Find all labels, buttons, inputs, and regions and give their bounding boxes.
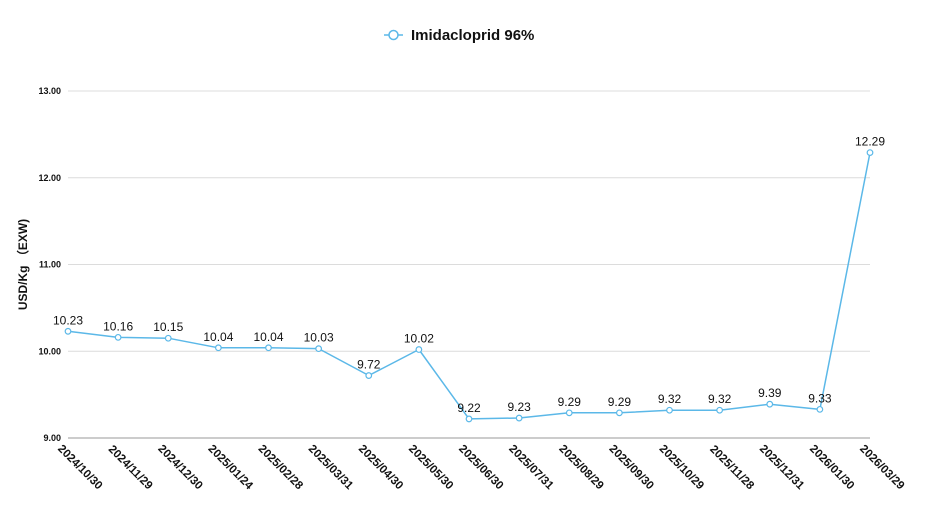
x-tick-label: 2025/01/24 bbox=[206, 443, 256, 493]
y-tick-label: 9.00 bbox=[43, 433, 61, 443]
data-point bbox=[716, 406, 724, 414]
y-tick-label: 10.00 bbox=[38, 346, 61, 356]
data-label: 9.32 bbox=[708, 392, 732, 406]
data-label: 10.04 bbox=[253, 330, 283, 344]
data-point bbox=[766, 400, 774, 408]
data-label: 9.29 bbox=[558, 395, 582, 409]
data-point bbox=[214, 344, 222, 352]
data-point bbox=[265, 344, 272, 352]
data-label: 9.32 bbox=[658, 392, 682, 406]
x-tick-label: 2024/11/29 bbox=[106, 443, 155, 492]
series-imidacloprid bbox=[64, 149, 874, 423]
data-point bbox=[666, 406, 673, 414]
data-point bbox=[415, 346, 423, 353]
x-tick-label: 2025/10/29 bbox=[657, 443, 706, 492]
x-tick-label: 2025/02/28 bbox=[256, 443, 306, 493]
x-tick-label: 2025/05/30 bbox=[406, 443, 455, 492]
x-tick-label: 2025/09/30 bbox=[607, 443, 656, 492]
x-tick-label: 2025/08/29 bbox=[556, 443, 605, 492]
x-tick-label: 2026/03/29 bbox=[857, 443, 906, 492]
data-label: 9.72 bbox=[357, 358, 381, 372]
data-label: 9.29 bbox=[608, 395, 632, 409]
data-labels: 10.23 10.16 10.15 10.04 10.04 10.03 9.72 10.02 9… bbox=[53, 135, 885, 415]
legend-label: Imidacloprid 96% bbox=[411, 27, 534, 44]
y-axis-label: USD/Kg （EXW) bbox=[15, 219, 30, 310]
x-tick-label: 2025/07/31 bbox=[506, 443, 556, 493]
data-point bbox=[315, 345, 323, 353]
data-point bbox=[164, 334, 172, 342]
data-label: 10.03 bbox=[304, 331, 334, 345]
series-line bbox=[67, 152, 871, 420]
data-point bbox=[365, 372, 373, 379]
data-point bbox=[465, 415, 473, 423]
data-label: 10.02 bbox=[404, 332, 434, 346]
x-tick-label: 2025/11/28 bbox=[707, 443, 756, 492]
x-tick-label: 2025/12/31 bbox=[757, 443, 807, 493]
x-tick-label: 2025/06/30 bbox=[456, 443, 505, 492]
x-tick-label: 2025/04/30 bbox=[356, 443, 405, 492]
x-tick-label: 2026/01/30 bbox=[807, 443, 856, 492]
data-label: 10.15 bbox=[153, 320, 183, 334]
data-label: 10.23 bbox=[53, 313, 83, 327]
data-point bbox=[866, 149, 874, 156]
data-point bbox=[515, 414, 523, 422]
y-tick-label: 11.00 bbox=[39, 260, 61, 270]
data-point bbox=[114, 333, 122, 341]
data-point bbox=[615, 409, 623, 417]
legend: Imidacloprid 96% bbox=[384, 27, 534, 44]
data-point bbox=[816, 405, 824, 413]
data-label: 9.23 bbox=[507, 400, 531, 414]
y-axis-ticks: 9.00 10.00 11.00 12.00 13.00 bbox=[38, 86, 61, 443]
data-point bbox=[565, 409, 573, 417]
legend-point-marker bbox=[388, 29, 399, 41]
y-tick-label: 12.00 bbox=[38, 173, 61, 183]
data-label: 9.33 bbox=[808, 391, 832, 405]
y-tick-label: 13.00 bbox=[38, 86, 61, 96]
x-tick-label: 2024/10/30 bbox=[55, 443, 104, 492]
data-label: 12.29 bbox=[855, 135, 885, 149]
data-point bbox=[64, 327, 72, 335]
data-label: 9.39 bbox=[758, 386, 782, 400]
x-tick-label: 2025/03/31 bbox=[306, 443, 356, 493]
x-tick-label: 2024/12/30 bbox=[155, 443, 204, 492]
x-axis-ticks: 2024/10/30 2024/11/29 2024/12/30 2025/01/24… bbox=[55, 443, 906, 493]
data-label: 10.04 bbox=[203, 330, 233, 344]
data-label: 10.16 bbox=[103, 319, 133, 333]
gridlines bbox=[68, 90, 870, 439]
data-label: 9.22 bbox=[457, 401, 481, 415]
